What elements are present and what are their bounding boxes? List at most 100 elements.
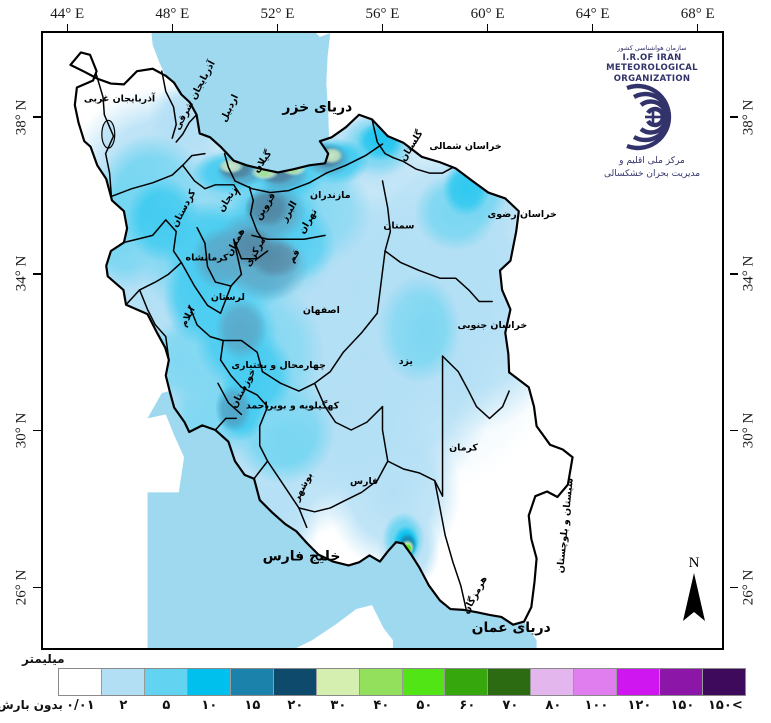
legend-label-13: ۱۰۰: [584, 698, 609, 713]
legend-swatch-15[interactable]: [703, 669, 745, 695]
province-label-30: هرمزگان: [460, 574, 490, 616]
persian-gulf-oman-sea-water: [147, 391, 537, 648]
sea-label-2: دریای عمان: [472, 620, 551, 636]
legend-swatch-3[interactable]: [187, 669, 231, 695]
lat-tick-left-30: [33, 429, 41, 432]
legend-swatch-12[interactable]: [574, 669, 618, 695]
province-label-9: خراسان جنوبی: [457, 320, 527, 331]
lat-tick-label-right-26: 26° N: [737, 563, 761, 611]
lat-tick-label-right-34: 34° N: [737, 250, 761, 298]
legend-swatch-6[interactable]: [316, 669, 360, 695]
province-label-7: خراسان شمالی: [429, 141, 501, 152]
map-frame[interactable]: آذربایجان غربی آذربایجان شرقی اردبیل زنجان گ…: [41, 31, 724, 650]
lat-tick-text: 34° N: [740, 256, 757, 292]
legend-swatch-13[interactable]: [617, 669, 661, 695]
province-label-10: سمنان: [383, 221, 414, 232]
legend-swatch-1[interactable]: [101, 669, 145, 695]
province-border-35: [298, 460, 389, 513]
legend-label-15: ۱۵۰: [670, 698, 695, 713]
legend-swatch-8[interactable]: [402, 669, 446, 695]
province-border-38: [387, 355, 444, 497]
lat-tick-label-right-30: 30° N: [737, 407, 761, 455]
iran-precipitation-map: آذربایجان غربی آذربایجان شرقی اردبیلزنجانگ…: [69, 33, 576, 648]
sea-label-1: خلیج فارس: [263, 549, 341, 565]
province-border-0: [95, 71, 115, 198]
legend-label-16: >۱۵۰: [708, 698, 743, 713]
north-arrow: N: [674, 556, 714, 628]
legend-label-7: ۳۰: [330, 698, 347, 713]
province-border-39: [433, 479, 467, 610]
province-border-6: [223, 152, 236, 182]
legend-label-11: ۷۰: [502, 698, 519, 713]
lon-tick-68: [696, 24, 699, 32]
lon-tick-60: [486, 24, 489, 32]
legend-swatch-14[interactable]: [660, 669, 704, 695]
province-border-3: [110, 164, 184, 198]
province-label-26: فارس: [350, 476, 378, 487]
imo-logo: سازمان هواشناسی کشور I.R.OF IRAN METEORO…: [588, 44, 716, 181]
province-label-8: خراسان رضوی: [488, 209, 557, 220]
lat-tick-label-right-38: 38° N: [737, 93, 761, 141]
lon-tick-label-64: 64° E: [575, 6, 610, 22]
lat-tick-right-38: [730, 116, 738, 118]
lon-tick-label-68: 68° E: [680, 6, 715, 22]
province-border-11: [371, 118, 394, 159]
province-border-19: [196, 226, 243, 287]
lon-tick-label-60: 60° E: [470, 6, 505, 22]
legend-swatch-11[interactable]: [531, 669, 575, 695]
province-border-2: [175, 114, 198, 143]
kuwait-landmask: [147, 414, 185, 493]
province-label-29: سیستان و بلوچستان: [555, 477, 576, 573]
legend-swatch-4[interactable]: [230, 669, 274, 695]
logo-en-line1: I.R.OF IRAN: [622, 53, 682, 63]
province-border-24: [180, 261, 232, 315]
legend-swatch-5[interactable]: [273, 669, 317, 695]
province-border-27: [219, 339, 243, 388]
province-border-22: [125, 261, 183, 306]
legend-swatch-2[interactable]: [144, 669, 188, 695]
lon-tick-label-48: 48° E: [155, 6, 190, 22]
province-border-12: [392, 156, 454, 174]
province-label-21: اصفهان: [303, 305, 340, 316]
logo-persian-bottom-2: مدیریت بحران خشکسالی: [603, 169, 701, 180]
legend-swatch-10[interactable]: [488, 669, 532, 695]
province-border-21: [123, 219, 167, 244]
province-border-33: [313, 382, 384, 431]
logo-en-line2: METEOROLOGICAL: [606, 63, 698, 74]
legend-unit-label: میلیمتر: [22, 652, 65, 666]
province-border-26: [222, 339, 264, 373]
lon-tick-48: [171, 24, 174, 32]
province-border-8: [248, 186, 255, 215]
province-border-14: [384, 250, 493, 303]
province-border-9: [234, 172, 328, 194]
legend-swatch-0[interactable]: [59, 669, 102, 695]
legend-label-9: ۵۰: [416, 698, 433, 713]
lat-tick-text: 38° N: [740, 99, 757, 135]
lat-tick-text: 34° N: [13, 256, 30, 292]
legend-label-8: ۴۰: [373, 698, 390, 713]
legend-swatch-7[interactable]: [359, 669, 403, 695]
lon-tick-label-56: 56° E: [365, 6, 400, 22]
legend-swatch-9[interactable]: [445, 669, 489, 695]
swirl-logo-icon: [626, 83, 672, 151]
lat-tick-left-38: [33, 116, 41, 118]
legend-label-5: ۱۵: [244, 698, 261, 713]
province-label-19: لرستان: [211, 292, 245, 303]
legend-color-bar[interactable]: [58, 668, 746, 696]
province-label-28: کرمان: [449, 442, 478, 453]
caspian-northeast-gap: [315, 33, 331, 37]
province-border-25: [188, 304, 224, 342]
legend-label-1: ۰/۰۱: [66, 698, 95, 713]
province-border-31: [261, 351, 345, 392]
province-border-15: [441, 355, 491, 420]
province-border-28: [240, 386, 269, 408]
legend-label-4: ۱۰: [201, 698, 218, 713]
arabian-peninsula-landmask: [296, 605, 393, 648]
lon-tick-label-44: 44° E: [50, 6, 85, 22]
lon-tick-44: [66, 24, 69, 32]
province-border-29: [217, 382, 243, 416]
province-border-5: [181, 164, 206, 190]
lat-tick-right-34: [730, 273, 738, 275]
province-border-4: [181, 152, 206, 167]
lon-tick-label-52: 52° E: [260, 6, 295, 22]
